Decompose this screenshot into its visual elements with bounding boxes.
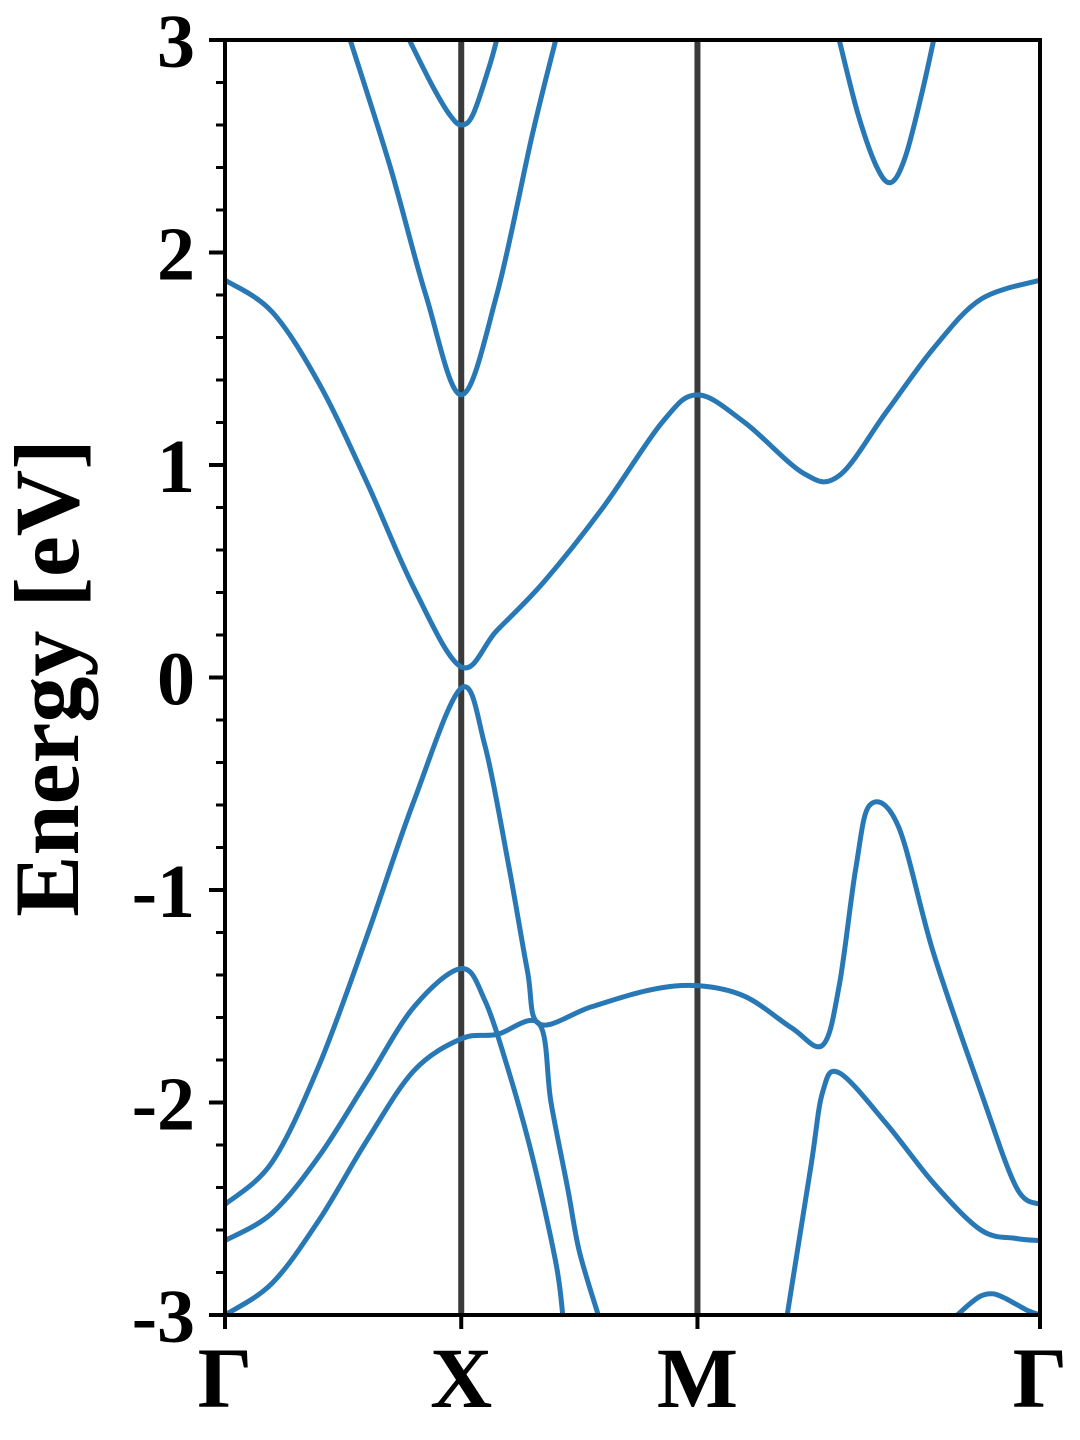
band-line-3 [225,966,566,1315]
y-tick-label: -1 [132,850,195,934]
band-line-7 [347,40,559,398]
band-line-2 [225,684,1040,1207]
x-tick-label: Γ [198,1330,253,1426]
y-ticks: 3 2 1 0 -1 -2 -3 [132,0,225,1359]
y-axis-title: Energy [eV] [0,439,98,917]
y-tick-label: 3 [157,0,195,84]
y-tick-label: 2 [157,213,195,297]
x-tick-label: M [657,1330,738,1426]
y-tick-label: 0 [157,638,195,722]
band-line-8 [406,40,500,128]
x-tick-label: X [430,1330,492,1426]
y-tick-label: 1 [157,425,195,509]
plot-frame [223,38,1042,1317]
x-tick-label: Γ [1013,1330,1068,1426]
band-line-1 [225,277,1040,671]
band-line-6 [954,1291,1040,1315]
band-line-9 [836,40,937,186]
high-symmetry-lines [458,40,701,1315]
band-lines [225,40,1040,1315]
band-line-4 [225,1017,601,1315]
y-tick-label: -3 [132,1275,195,1359]
band-line-5 [784,1068,1040,1315]
y-tick-label: -2 [132,1063,195,1147]
